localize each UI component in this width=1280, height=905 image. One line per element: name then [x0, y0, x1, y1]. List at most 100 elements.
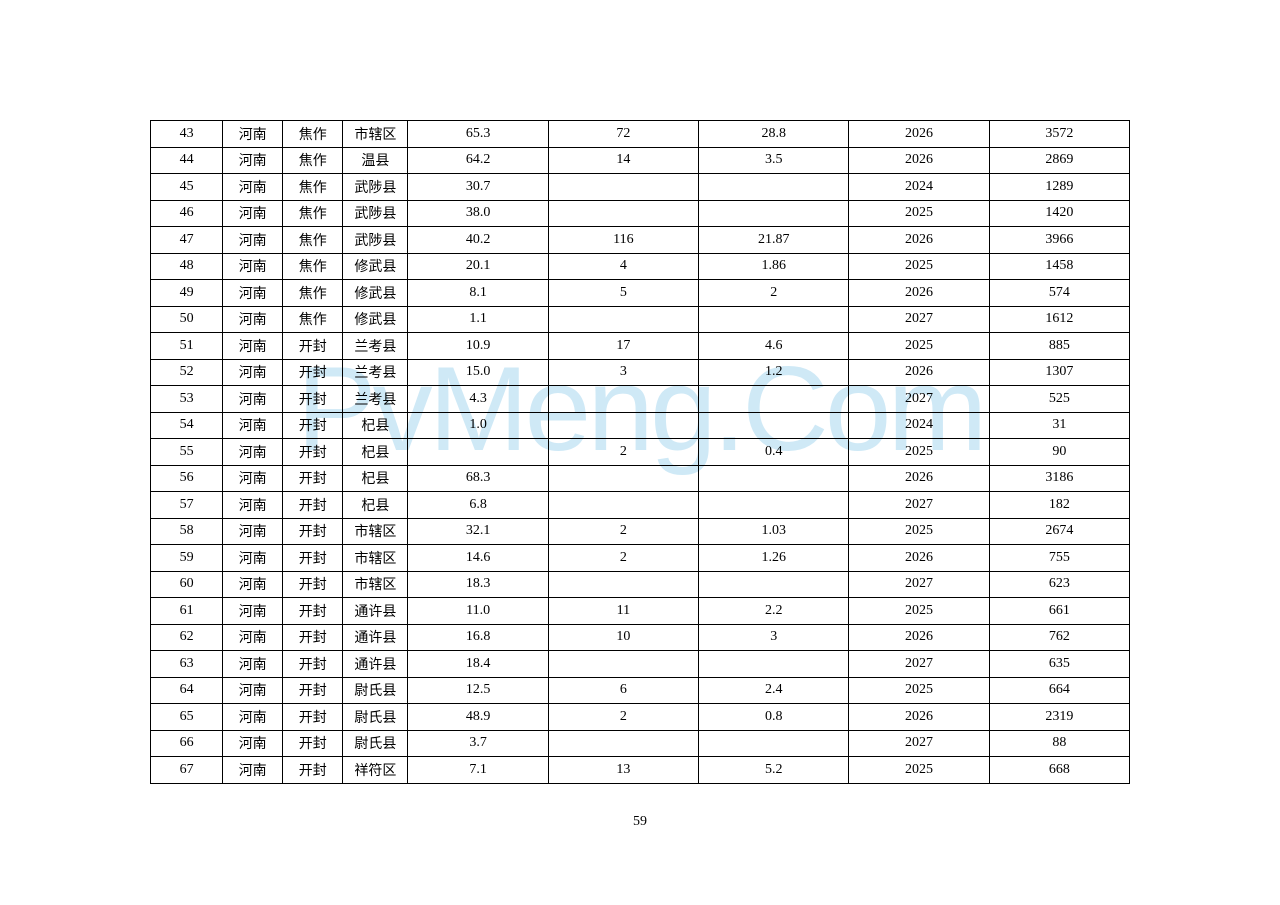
table-cell: 2.2 — [699, 598, 849, 625]
table-cell: 63 — [151, 651, 223, 678]
table-row: 67河南开封祥符区7.1135.22025668 — [151, 757, 1130, 784]
table-cell — [699, 730, 849, 757]
table-cell: 开封 — [283, 677, 343, 704]
table-cell: 焦作 — [283, 280, 343, 307]
table-cell: 88 — [989, 730, 1129, 757]
table-cell: 755 — [989, 545, 1129, 572]
table-cell: 3572 — [989, 121, 1129, 148]
table-body: 43河南焦作市辖区65.37228.82026357244河南焦作温县64.21… — [151, 121, 1130, 784]
table-cell — [699, 174, 849, 201]
table-cell — [699, 412, 849, 439]
table-cell: 开封 — [283, 730, 343, 757]
table-cell: 2026 — [849, 359, 989, 386]
table-cell: 11.0 — [408, 598, 548, 625]
table-cell: 市辖区 — [343, 545, 408, 572]
table-cell: 河南 — [223, 704, 283, 731]
table-cell: 市辖区 — [343, 121, 408, 148]
table-cell — [699, 492, 849, 519]
table-cell: 28.8 — [699, 121, 849, 148]
table-cell: 河南 — [223, 492, 283, 519]
table-cell: 通许县 — [343, 624, 408, 651]
table-cell: 10.9 — [408, 333, 548, 360]
table-cell: 开封 — [283, 757, 343, 784]
table-cell: 116 — [548, 227, 698, 254]
table-cell: 河南 — [223, 359, 283, 386]
table-cell: 668 — [989, 757, 1129, 784]
table-cell: 2025 — [849, 200, 989, 227]
table-cell: 2025 — [849, 757, 989, 784]
table-cell: 45 — [151, 174, 223, 201]
table-cell: 18.3 — [408, 571, 548, 598]
table-row: 58河南开封市辖区32.121.0320252674 — [151, 518, 1130, 545]
table-cell: 30.7 — [408, 174, 548, 201]
table-cell: 14 — [548, 147, 698, 174]
table-cell: 河南 — [223, 651, 283, 678]
table-cell: 焦作 — [283, 147, 343, 174]
table-cell: 河南 — [223, 147, 283, 174]
table-row: 54河南开封杞县1.0202431 — [151, 412, 1130, 439]
table-cell: 5 — [548, 280, 698, 307]
table-row: 47河南焦作武陟县40.211621.8720263966 — [151, 227, 1130, 254]
table-cell: 4.3 — [408, 386, 548, 413]
table-cell: 3186 — [989, 465, 1129, 492]
table-cell: 河南 — [223, 518, 283, 545]
table-cell: 50 — [151, 306, 223, 333]
table-cell: 通许县 — [343, 598, 408, 625]
table-cell: 河南 — [223, 121, 283, 148]
table-cell: 72 — [548, 121, 698, 148]
table-cell: 762 — [989, 624, 1129, 651]
table-cell: 64.2 — [408, 147, 548, 174]
table-row: 56河南开封杞县68.320263186 — [151, 465, 1130, 492]
table-cell: 市辖区 — [343, 571, 408, 598]
table-cell: 14.6 — [408, 545, 548, 572]
table-cell: 8.1 — [408, 280, 548, 307]
table-cell: 182 — [989, 492, 1129, 519]
table-cell: 开封 — [283, 412, 343, 439]
table-cell: 2 — [548, 439, 698, 466]
table-cell: 尉氏县 — [343, 677, 408, 704]
table-cell: 17 — [548, 333, 698, 360]
table-cell: 河南 — [223, 598, 283, 625]
page-number: 59 — [150, 814, 1130, 830]
table-cell: 武陟县 — [343, 227, 408, 254]
table-cell: 焦作 — [283, 227, 343, 254]
table-cell: 2025 — [849, 518, 989, 545]
table-cell: 2319 — [989, 704, 1129, 731]
table-row: 62河南开封通许县16.81032026762 — [151, 624, 1130, 651]
table-cell: 开封 — [283, 518, 343, 545]
table-cell: 杞县 — [343, 492, 408, 519]
table-cell: 2869 — [989, 147, 1129, 174]
table-cell — [699, 571, 849, 598]
table-cell: 6 — [548, 677, 698, 704]
table-cell: 杞县 — [343, 465, 408, 492]
table-cell: 2 — [699, 280, 849, 307]
table-cell — [548, 571, 698, 598]
table-cell: 62 — [151, 624, 223, 651]
table-cell: 1.03 — [699, 518, 849, 545]
table-cell: 574 — [989, 280, 1129, 307]
table-cell: 4 — [548, 253, 698, 280]
table-cell: 90 — [989, 439, 1129, 466]
table-cell — [699, 306, 849, 333]
table-cell: 38.0 — [408, 200, 548, 227]
table-cell: 2 — [548, 518, 698, 545]
table-cell: 河南 — [223, 306, 283, 333]
table-cell: 2026 — [849, 545, 989, 572]
table-cell: 开封 — [283, 571, 343, 598]
table-cell: 56 — [151, 465, 223, 492]
table-cell: 河南 — [223, 677, 283, 704]
table-cell: 河南 — [223, 386, 283, 413]
table-cell: 47 — [151, 227, 223, 254]
table-row: 50河南焦作修武县1.120271612 — [151, 306, 1130, 333]
table-cell — [548, 200, 698, 227]
table-cell: 1307 — [989, 359, 1129, 386]
table-cell: 65 — [151, 704, 223, 731]
table-cell: 40.2 — [408, 227, 548, 254]
table-cell: 杞县 — [343, 412, 408, 439]
table-cell: 21.87 — [699, 227, 849, 254]
table-row: 59河南开封市辖区14.621.262026755 — [151, 545, 1130, 572]
table-cell: 58 — [151, 518, 223, 545]
table-cell: 河南 — [223, 174, 283, 201]
table-cell: 河南 — [223, 280, 283, 307]
table-cell: 4.6 — [699, 333, 849, 360]
